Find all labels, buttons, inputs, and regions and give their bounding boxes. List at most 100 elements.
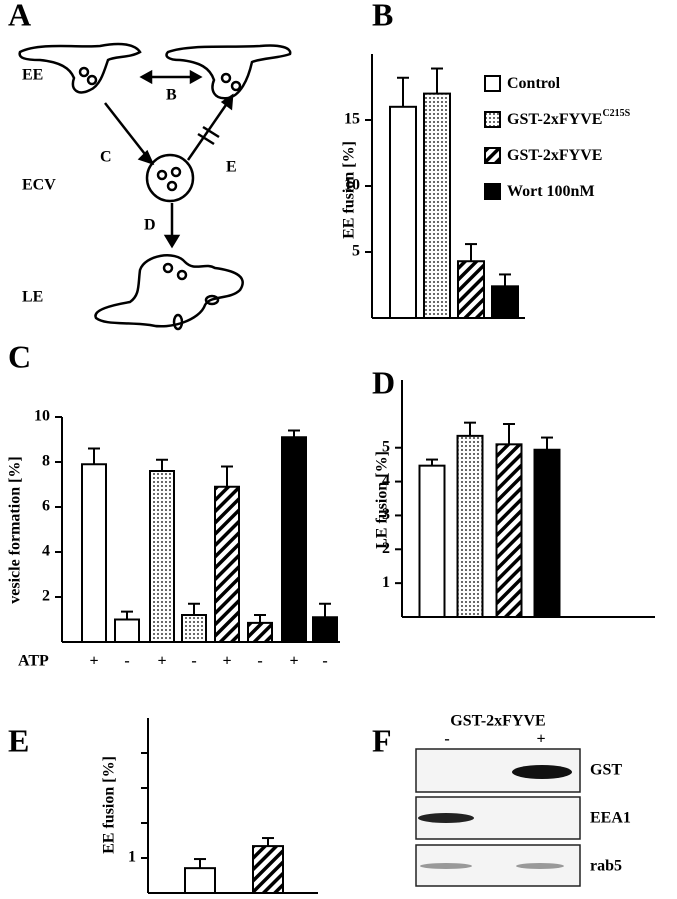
y-tick-label: 6: [42, 498, 50, 515]
y-tick-label: 5: [382, 438, 390, 455]
x-tick-label: -: [124, 653, 129, 670]
y-tick-label: 1: [382, 574, 390, 591]
y-tick-label: 3: [382, 506, 390, 523]
blot-row-label: rab5: [590, 858, 622, 875]
ee-shape: [165, 44, 292, 100]
x-axis-label: ATP: [18, 653, 49, 670]
blot-band: [516, 863, 564, 869]
x-tick-label: -: [322, 653, 327, 670]
vesicle: [176, 269, 188, 281]
blot-band: [420, 863, 472, 869]
y-tick-label: 10: [34, 408, 50, 425]
bar: [533, 448, 561, 619]
compartment-label: ECV: [22, 177, 56, 194]
bar: [214, 485, 240, 643]
arrow: [104, 102, 149, 159]
arrowhead: [139, 69, 203, 85]
bar: [81, 463, 107, 643]
y-axis-label: EE fusion [%]: [341, 141, 358, 239]
blot-band: [418, 813, 474, 823]
bar: [247, 621, 273, 643]
x-tick-label: +: [289, 653, 298, 670]
legend-swatch: [484, 75, 501, 92]
compartment-label: LE: [22, 289, 43, 306]
step-label: B: [166, 87, 177, 104]
bar: [181, 614, 207, 643]
blot-row-label: EEA1: [590, 810, 631, 827]
x-tick-label: -: [191, 653, 196, 670]
vesicle: [230, 80, 242, 92]
y-tick-label: 5: [352, 243, 360, 260]
panel-letter: A: [8, 0, 31, 32]
legend-entry: GST-2xFYVE: [507, 147, 602, 164]
panel-letter: C: [8, 338, 31, 374]
legend-entry: Control: [507, 75, 561, 92]
bar: [252, 845, 284, 894]
vesicle: [166, 180, 178, 192]
legend-name: Control: [507, 75, 561, 92]
y-tick-label: 4: [42, 543, 50, 560]
bar: [184, 867, 216, 895]
vesicle: [170, 166, 182, 178]
bar: [114, 618, 140, 643]
legend-superscript: C215S: [602, 108, 630, 119]
bar: [457, 260, 485, 319]
y-tick-label: 2: [382, 540, 390, 557]
x-tick-label: -: [257, 653, 262, 670]
panel-letter: E: [8, 722, 29, 758]
y-tick-label: 10: [344, 177, 360, 194]
legend-name: GST-2xFYVE: [507, 111, 602, 128]
blot-band: [512, 765, 572, 779]
legend-entry: Wort 100nM: [507, 183, 595, 200]
vesicle: [156, 169, 168, 181]
bar: [149, 470, 175, 643]
legend-swatch: [484, 183, 501, 200]
vesicle: [86, 74, 98, 86]
compartment-label: EE: [22, 67, 43, 84]
legend-name: Wort 100nM: [507, 183, 595, 200]
bar: [423, 92, 451, 319]
vesicle: [204, 294, 220, 306]
bar: [418, 464, 446, 618]
diagram: [18, 42, 292, 331]
block-mark: [197, 132, 215, 146]
y-tick-label: 2: [42, 588, 50, 605]
y-tick-label: 8: [42, 453, 50, 470]
bar: [389, 105, 417, 319]
blot-row-label: GST: [590, 762, 622, 779]
bar: [491, 285, 519, 320]
legend-swatch: [484, 111, 501, 128]
y-tick-label: 15: [344, 111, 360, 128]
ecv-shape: [145, 153, 195, 203]
bar: [312, 616, 338, 643]
arrowhead: [163, 234, 181, 249]
y-axis-label: LE fusion [%]: [374, 451, 391, 549]
bar: [456, 434, 484, 618]
y-tick-label: 1: [128, 849, 136, 866]
le-shape: [94, 254, 244, 328]
legend-swatch: [484, 147, 501, 164]
vesicle: [220, 72, 232, 84]
arrowhead: [137, 149, 155, 166]
block-mark: [202, 125, 220, 139]
y-tick-label: 4: [382, 472, 390, 489]
panel-letter: D: [372, 364, 395, 400]
vesicle: [172, 313, 184, 331]
vesicle: [162, 262, 174, 274]
blot-lane: -: [444, 731, 449, 748]
y-axis-label: vesicle formation [%]: [7, 456, 24, 604]
panel-letter: B: [372, 0, 393, 32]
bar: [281, 436, 307, 643]
x-tick-label: +: [222, 653, 231, 670]
bar: [495, 443, 523, 619]
step-label: E: [226, 159, 237, 176]
blot-strip: [415, 796, 581, 840]
arrowhead: [220, 93, 234, 111]
legend-entry: GST-2xFYVEC215S: [507, 108, 631, 127]
vesicle: [78, 66, 90, 78]
blot-lane: +: [536, 731, 545, 748]
panel-letter: F: [372, 722, 392, 758]
x-tick-label: +: [89, 653, 98, 670]
x-tick-label: +: [157, 653, 166, 670]
